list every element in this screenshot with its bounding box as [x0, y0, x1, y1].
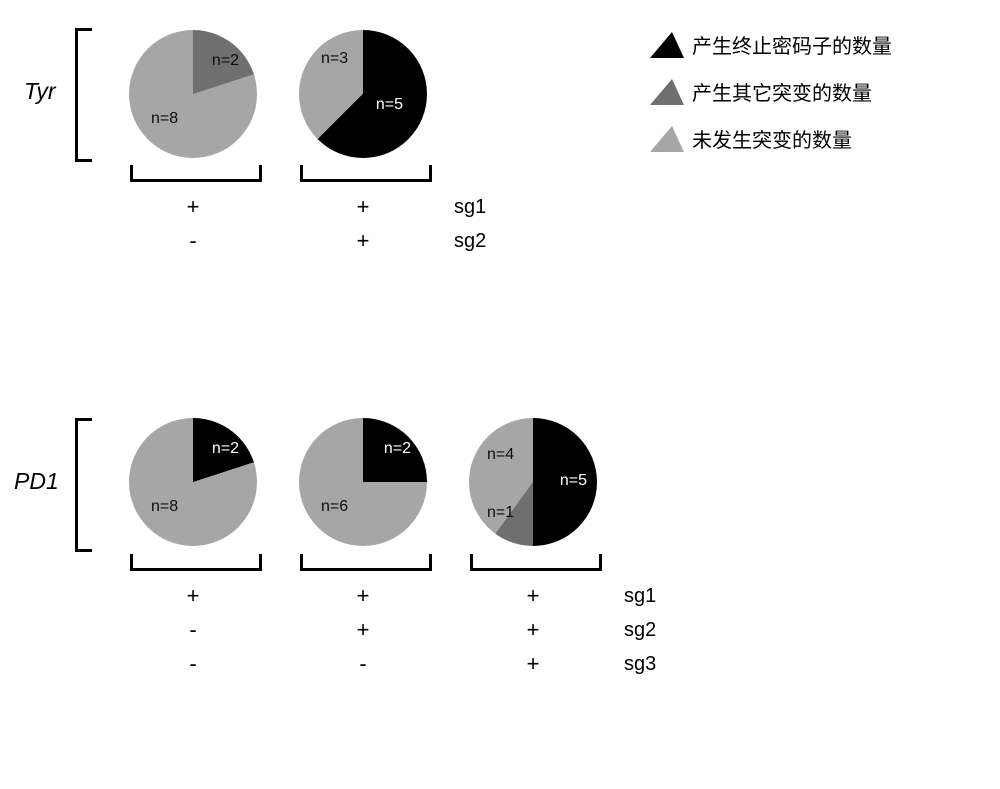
pie-slices: [299, 418, 427, 546]
pie-col: n=2 n=6: [278, 418, 448, 546]
pie-label: n=2: [212, 52, 239, 70]
table-cell: +: [448, 583, 618, 609]
bracket-bottom-icon: [130, 165, 262, 182]
table-row: - + sg2: [108, 224, 509, 258]
pie-chart: n=4 n=1 n=5: [469, 418, 597, 546]
legend-item: 产生其它突变的数量: [650, 77, 970, 106]
table-cell: +: [278, 583, 448, 609]
table-rowlabel: sg1: [618, 585, 679, 608]
table-cell: +: [108, 583, 278, 609]
legend-label: 产生终止密码子的数量: [692, 30, 892, 59]
pie-col: n=2 n=8: [108, 418, 278, 546]
bracket-bottom-icon: [300, 554, 432, 571]
pie-chart: n=3 n=5: [299, 30, 427, 158]
table-row: + + sg1: [108, 190, 509, 224]
table-rowlabel: sg1: [448, 196, 509, 219]
pie-chart: n=2 n=8: [129, 30, 257, 158]
pie-col: n=4 n=1 n=5: [448, 418, 618, 546]
table-cell: +: [278, 228, 448, 254]
treatment-table-pd1: + + + sg1 - + + sg2 - - + sg3: [108, 579, 679, 681]
legend-label: 产生其它突变的数量: [692, 77, 872, 106]
pie-label: n=5: [560, 472, 587, 490]
table-cell: +: [448, 651, 618, 677]
table-rowlabel: sg2: [618, 619, 679, 642]
table-cell: +: [108, 194, 278, 220]
treatment-table-tyr: + + sg1 - + sg2: [108, 190, 509, 258]
pie-label: n=2: [384, 440, 411, 458]
legend-swatch-icon: [650, 32, 684, 58]
table-cell: +: [278, 617, 448, 643]
bracket-bottom-icon: [130, 554, 262, 571]
bracket-bottom-icon: [470, 554, 602, 571]
bracket-bottom-icon: [300, 165, 432, 182]
table-rowlabel: sg3: [618, 653, 679, 676]
pie-label: n=2: [212, 440, 239, 458]
pie-label: n=8: [151, 498, 178, 516]
legend-item: 产生终止密码子的数量: [650, 30, 970, 59]
pie-label: n=1: [487, 504, 514, 522]
pie-row-pd1: n=2 n=8 n=2 n=6 n=4 n=1 n=5: [108, 418, 618, 546]
pie-chart: n=2 n=8: [129, 418, 257, 546]
bracket-left-icon: [75, 418, 92, 552]
table-cell: -: [108, 617, 278, 643]
table-cell: -: [108, 228, 278, 254]
pie-label: n=6: [321, 498, 348, 516]
table-row: - - + sg3: [108, 647, 679, 681]
legend-swatch-icon: [650, 79, 684, 105]
gene-label-tyr: Tyr: [24, 78, 56, 105]
pie-slices: [299, 30, 427, 158]
table-cell: -: [108, 651, 278, 677]
bracket-left-icon: [75, 28, 92, 162]
pie-slices: [129, 418, 257, 546]
pie-label: n=8: [151, 110, 178, 128]
figure-root: 产生终止密码子的数量 产生其它突变的数量 未发生突变的数量 Tyr n=2 n=…: [30, 30, 970, 759]
legend-swatch-icon: [650, 126, 684, 152]
table-row: + + + sg1: [108, 579, 679, 613]
pie-label: n=4: [487, 446, 514, 464]
pie-col: n=3 n=5: [278, 30, 448, 158]
legend-item: 未发生突变的数量: [650, 124, 970, 153]
table-rowlabel: sg2: [448, 230, 509, 253]
gene-label-pd1: PD1: [14, 468, 59, 495]
table-cell: +: [278, 194, 448, 220]
table-cell: +: [448, 617, 618, 643]
pie-row-tyr: n=2 n=8 n=3 n=5: [108, 30, 448, 158]
pie-label: n=5: [376, 96, 403, 114]
table-cell: -: [278, 651, 448, 677]
table-row: - + + sg2: [108, 613, 679, 647]
pie-label: n=3: [321, 50, 348, 68]
legend-label: 未发生突变的数量: [692, 124, 852, 153]
legend: 产生终止密码子的数量 产生其它突变的数量 未发生突变的数量: [650, 30, 970, 171]
pie-chart: n=2 n=6: [299, 418, 427, 546]
pie-col: n=2 n=8: [108, 30, 278, 158]
pie-slices: [129, 30, 257, 158]
